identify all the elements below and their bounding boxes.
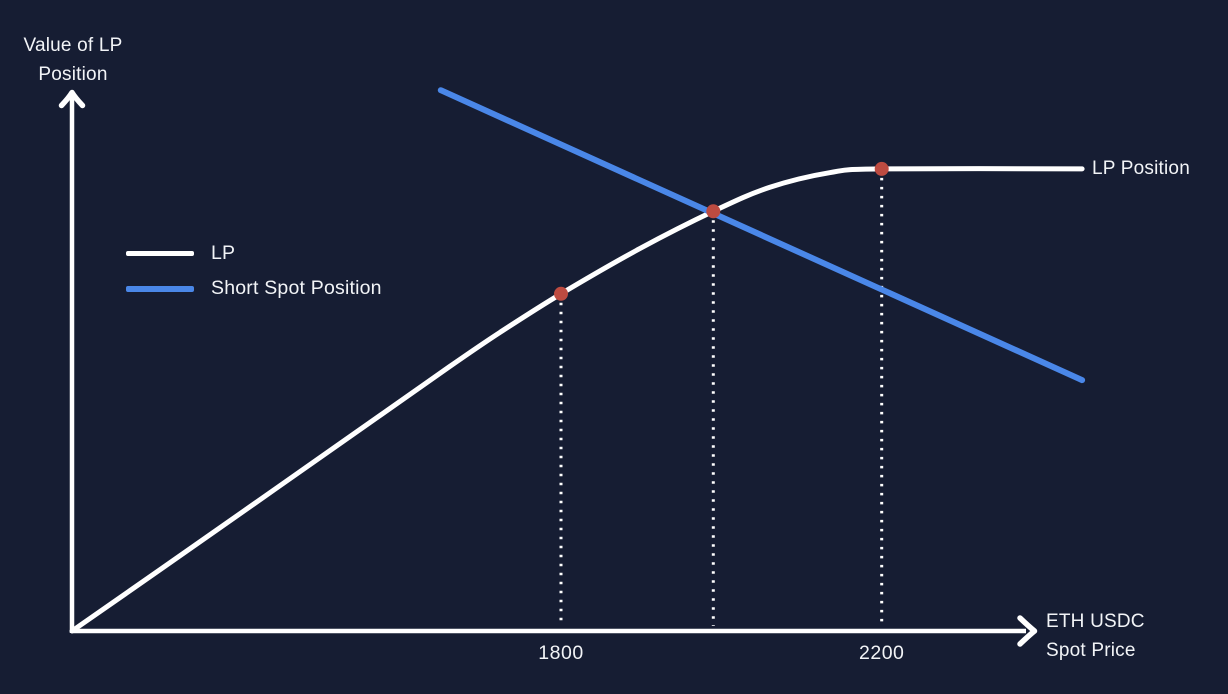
x-tick-label: 1800 xyxy=(538,642,583,664)
dropline-layer xyxy=(559,168,884,626)
legend: LP Short Spot Position xyxy=(126,236,382,306)
series-short-spot-position xyxy=(437,87,1086,384)
marker-layer xyxy=(554,161,889,301)
legend-label-lp: LP xyxy=(211,242,236,264)
x-axis-title-line2: Spot Price xyxy=(1046,640,1136,661)
x-axis-title: ETH USDC Spot Price xyxy=(1046,607,1145,665)
intersection-marker xyxy=(874,161,889,176)
x-axis-title-line1: ETH USDC xyxy=(1046,611,1145,632)
x-axis-arrow-icon xyxy=(1017,615,1038,647)
y-axis-title: Value of LP Position xyxy=(14,31,132,89)
short-spot-line-swatch xyxy=(126,285,194,292)
intersection-marker xyxy=(554,286,568,301)
y-axis-title-line1: Value of LP xyxy=(23,35,123,56)
tick-label-layer: 1800 2200 xyxy=(538,642,904,664)
y-axis-title-line2: Position xyxy=(38,64,108,85)
legend-item-lp: LP xyxy=(126,236,382,271)
lp-curve-annotation: LP Position xyxy=(1092,158,1190,179)
y-axis-arrow-icon xyxy=(58,89,86,109)
lp-line-swatch xyxy=(126,251,194,256)
intersection-marker xyxy=(706,204,721,219)
legend-item-short-spot: Short Spot Position xyxy=(126,271,382,306)
x-tick-label: 2200 xyxy=(859,642,904,664)
series-layer xyxy=(69,87,1086,634)
legend-label-short-spot: Short Spot Position xyxy=(211,277,382,299)
